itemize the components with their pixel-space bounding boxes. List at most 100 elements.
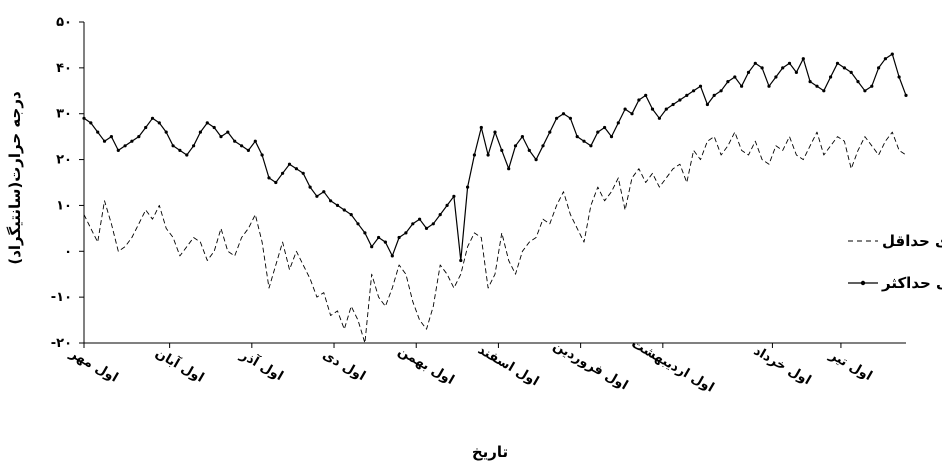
data-point-max — [137, 135, 141, 139]
data-point-max — [623, 107, 627, 111]
data-point-max — [404, 231, 408, 235]
data-point-max — [144, 125, 148, 130]
y-tick-label: ۴۰ — [56, 61, 72, 76]
data-point-max — [452, 194, 456, 198]
x-tick-label: اول آذر — [237, 345, 287, 384]
data-point-max — [877, 66, 881, 70]
data-point-max — [849, 70, 853, 74]
data-point-max — [315, 194, 319, 198]
data-point-max — [822, 89, 826, 93]
data-point-max — [890, 52, 894, 56]
data-point-max — [561, 112, 566, 116]
y-tick-label: -۱۰ — [51, 290, 72, 305]
data-point-max — [575, 135, 579, 139]
data-point-max — [109, 135, 113, 139]
data-point-max — [753, 61, 757, 65]
data-point-max — [198, 130, 202, 134]
data-point-max — [829, 75, 833, 79]
data-point-max — [603, 125, 607, 130]
data-point-max — [472, 153, 476, 157]
data-point-max — [233, 139, 237, 143]
data-point-max — [150, 116, 155, 120]
x-tick-label: اول دی — [320, 348, 368, 384]
data-point-max — [370, 245, 374, 249]
data-point-max — [479, 125, 483, 130]
data-point-max — [424, 226, 429, 230]
x-tick-label: اول آبان — [152, 344, 207, 386]
data-point-max — [650, 107, 655, 111]
data-point-max — [596, 130, 600, 134]
data-point-max — [781, 66, 785, 70]
y-tick-label: ۱۰ — [56, 198, 72, 213]
x-tick-label: اول خرداد — [751, 344, 814, 389]
data-point-max — [616, 121, 620, 125]
data-point-max — [322, 190, 326, 194]
data-point-max — [486, 153, 490, 157]
data-point-max — [123, 144, 127, 148]
x-axis: اول مهر اول آبان اول آذر اول دی اول بهمن اول … — [66, 336, 906, 396]
data-point-max — [294, 167, 298, 171]
data-point-max — [96, 130, 100, 134]
data-point-max — [685, 93, 689, 97]
x-tick-label: اول فروردین — [550, 339, 630, 394]
data-point-max — [246, 148, 250, 152]
y-tick-label: ۰ — [64, 244, 72, 259]
x-tick-label: اول اسفند — [475, 343, 541, 390]
data-point-max — [568, 116, 573, 120]
data-point-max — [342, 208, 346, 212]
data-point-max — [267, 176, 271, 180]
data-point-max — [630, 112, 634, 116]
series-line-min — [83, 131, 907, 344]
series-line-max — [83, 53, 907, 262]
data-point-max — [527, 148, 531, 152]
data-point-max — [178, 148, 182, 152]
data-point-max — [664, 107, 668, 111]
data-point-max — [513, 144, 518, 148]
data-point-max — [493, 130, 497, 134]
data-point-max — [157, 121, 161, 125]
x-tick-label: اول اردیبهشت — [629, 336, 717, 395]
legend-item-min: دمای حداقل — [848, 232, 942, 250]
data-point-max — [801, 57, 805, 61]
data-point-max — [692, 89, 696, 93]
y-tick-label: -۲۰ — [51, 336, 72, 351]
data-point-max — [719, 89, 723, 93]
data-point-max — [698, 84, 703, 88]
y-tick-label: ۲۰ — [56, 153, 72, 168]
data-point-max — [774, 75, 778, 79]
data-point-max — [507, 167, 511, 171]
data-point-max — [657, 116, 662, 120]
data-point-max — [219, 135, 223, 139]
data-point-max — [445, 203, 449, 207]
x-axis-label: تاریخ — [472, 443, 508, 461]
data-point-max — [418, 217, 422, 221]
data-point-max — [897, 75, 901, 79]
data-point-max — [253, 139, 257, 143]
data-point-max — [808, 80, 812, 84]
data-point-max — [520, 135, 525, 139]
data-point-max — [240, 144, 244, 148]
data-point-max — [226, 130, 230, 134]
data-point-max — [767, 84, 771, 88]
data-point-max — [116, 148, 120, 152]
data-point-max — [733, 75, 737, 79]
x-tick-label: اول مهر — [66, 346, 120, 386]
data-point-max — [130, 139, 134, 143]
y-axis-label: درجه حرارت(سانتیگراد) — [6, 91, 24, 265]
data-point-max — [260, 153, 264, 157]
data-point-max — [712, 93, 716, 97]
data-point-max — [89, 121, 93, 125]
data-point-max — [548, 130, 552, 134]
data-point-max — [842, 66, 847, 70]
data-point-max — [555, 116, 559, 120]
data-point-max — [678, 98, 682, 102]
data-point-max — [212, 125, 216, 130]
data-point-max — [835, 61, 840, 65]
data-point-max — [637, 98, 641, 102]
data-point-max — [164, 130, 168, 134]
y-axis: -۲۰ -۱۰ ۰ ۱۰ ۲۰ ۳۰ ۴۰ ۵۰ — [51, 15, 85, 351]
legend-label-max: دمای حداکثر — [881, 274, 942, 292]
data-point-max — [904, 93, 908, 97]
data-point-max — [459, 258, 463, 263]
data-point-max — [589, 144, 593, 148]
